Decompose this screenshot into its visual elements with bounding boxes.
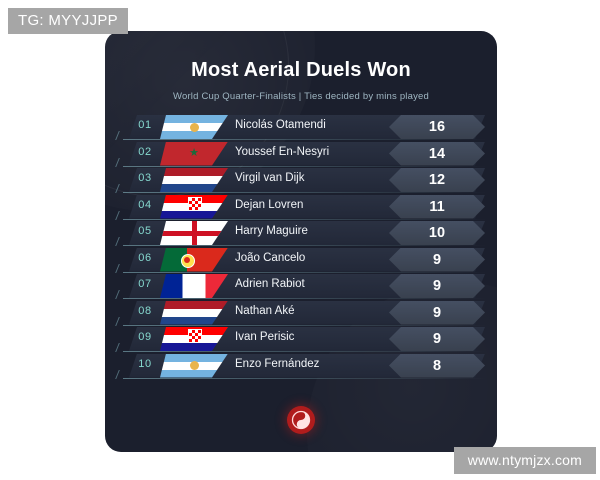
infographic-card: Most Aerial Duels Won World Cup Quarter-… <box>105 31 497 452</box>
row-divider <box>123 298 487 299</box>
rank-label: 08 <box>138 304 152 317</box>
value-chevron <box>389 354 485 378</box>
ranking-list: 01 Nicolás Otamendi 16 02 ★ Youssef En-Nesyri… <box>115 114 487 379</box>
flag-croatia-icon <box>160 195 228 219</box>
player-name: Nathan Aké <box>235 304 295 317</box>
row-divider <box>123 165 487 167</box>
value-label: 14 <box>428 145 446 162</box>
table-row: 07 Adrien Rabiot 9 <box>115 273 487 299</box>
table-row: 06 João Cancelo 9 <box>115 247 487 273</box>
table-row: 03 Virgil van Dijk 12 <box>115 167 487 193</box>
table-row: 01 Nicolás Otamendi 16 <box>115 114 487 140</box>
value-chevron <box>389 195 485 219</box>
page-subtitle: World Cup Quarter-Finalists | Ties decid… <box>172 91 430 102</box>
value-label: 9 <box>432 304 442 321</box>
value-label: 9 <box>432 278 442 294</box>
rank-label: 06 <box>138 251 152 264</box>
row-divider <box>123 192 487 193</box>
value-chevron <box>389 168 485 192</box>
value-label: 9 <box>432 331 442 347</box>
player-name: Harry Maguire <box>235 225 308 237</box>
table-row: 05 Harry Maguire 10 <box>115 220 487 246</box>
value-chevron <box>389 115 485 139</box>
rank-label: 03 <box>138 172 152 184</box>
value-chevron <box>389 274 485 298</box>
player-name: João Cancelo <box>235 251 306 264</box>
player-name: Enzo Fernández <box>235 357 320 370</box>
row-divider <box>123 245 487 246</box>
table-row: 04 Dejan Lovren 11 <box>115 194 487 220</box>
player-name: Ivan Perisic <box>235 331 295 343</box>
value-chevron <box>389 248 485 272</box>
value-label: 10 <box>428 225 446 241</box>
row-divider <box>123 139 487 140</box>
value-label: 9 <box>432 251 442 268</box>
value-label: 8 <box>432 357 442 374</box>
rank-label: 10 <box>138 357 152 370</box>
rank-label: 01 <box>138 119 152 131</box>
watermark-bottom-right: www.ntymjzx.com <box>453 447 596 474</box>
rank-label: 07 <box>138 278 152 290</box>
yin-yang-logo <box>287 406 315 434</box>
rank-label: 04 <box>138 198 152 211</box>
value-label: 12 <box>428 172 446 188</box>
value-chevron <box>389 142 485 166</box>
row-divider <box>123 351 487 352</box>
player-name: Youssef En-Nesyri <box>235 145 330 158</box>
player-name: Adrien Rabiot <box>235 278 305 290</box>
value-label: 11 <box>429 198 445 215</box>
player-name: Dejan Lovren <box>235 198 304 211</box>
value-chevron <box>389 327 485 351</box>
table-row: 02 ★ Youssef En-Nesyri 14 <box>115 141 487 167</box>
rank-label: 02 <box>138 145 152 158</box>
table-row: 10 Enzo Fernández 8 <box>115 353 487 379</box>
watermark-top-left: TG: MYYJJPP <box>8 8 128 34</box>
player-name: Virgil van Dijk <box>235 172 305 184</box>
player-name: Nicolás Otamendi <box>235 119 326 131</box>
value-chevron <box>389 221 485 245</box>
yin-yang-icon <box>291 410 311 430</box>
row-divider <box>123 324 487 326</box>
row-divider <box>123 271 487 273</box>
row-divider <box>123 218 487 220</box>
value-chevron <box>389 301 485 325</box>
page-title: Most Aerial Duels Won <box>191 59 411 81</box>
table-row: 08 Nathan Aké 9 <box>115 300 487 326</box>
rank-label: 05 <box>138 225 152 237</box>
value-label: 16 <box>428 119 446 135</box>
row-divider <box>123 377 487 379</box>
table-row: 09 Ivan Perisic 9 <box>115 326 487 352</box>
rank-label: 09 <box>138 331 152 343</box>
